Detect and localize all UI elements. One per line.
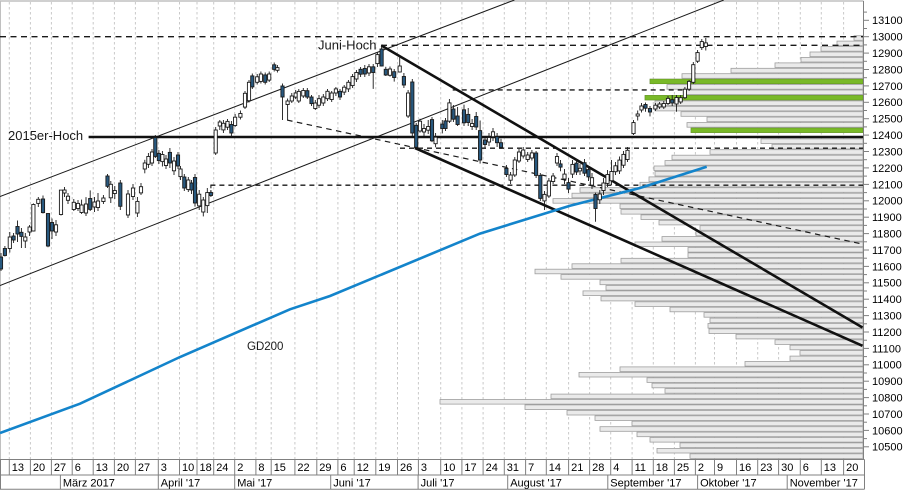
svg-text:11100: 11100 [872, 343, 901, 355]
svg-text:11600: 11600 [872, 261, 902, 273]
svg-text:September '17: September '17 [610, 477, 681, 489]
svg-text:17: 17 [464, 462, 476, 474]
svg-text:März 2017: März 2017 [63, 477, 115, 489]
svg-text:7: 7 [528, 462, 534, 474]
svg-text:27: 27 [138, 462, 150, 474]
svg-text:6: 6 [340, 462, 346, 474]
svg-text:25: 25 [677, 462, 689, 474]
svg-text:4: 4 [613, 462, 619, 474]
svg-text:3: 3 [421, 462, 427, 474]
svg-text:23: 23 [760, 462, 772, 474]
svg-text:10700: 10700 [872, 409, 903, 421]
svg-text:2015er-Hoch: 2015er-Hoch [8, 128, 83, 143]
svg-text:10: 10 [182, 462, 194, 474]
svg-text:12300: 12300 [872, 146, 903, 158]
svg-text:13100: 13100 [872, 15, 903, 27]
svg-text:21: 21 [571, 462, 583, 474]
svg-text:18: 18 [656, 462, 668, 474]
svg-text:11500: 11500 [872, 278, 902, 290]
svg-text:20: 20 [846, 462, 858, 474]
svg-text:13000: 13000 [872, 32, 903, 44]
svg-text:April '17: April '17 [161, 477, 200, 489]
svg-text:31: 31 [507, 462, 519, 474]
svg-text:GD200: GD200 [247, 341, 283, 353]
svg-text:20: 20 [117, 462, 129, 474]
svg-text:12700: 12700 [872, 81, 903, 93]
svg-text:27: 27 [54, 462, 66, 474]
svg-text:November '17: November '17 [790, 477, 858, 489]
svg-text:11300: 11300 [872, 311, 902, 323]
svg-text:14: 14 [549, 462, 561, 474]
svg-text:10: 10 [443, 462, 455, 474]
svg-text:8: 8 [258, 462, 264, 474]
svg-text:3: 3 [161, 462, 167, 474]
svg-text:11000: 11000 [872, 360, 902, 372]
svg-text:2: 2 [698, 462, 704, 474]
svg-text:19: 19 [378, 462, 390, 474]
svg-text:20: 20 [33, 462, 45, 474]
svg-text:12400: 12400 [872, 130, 903, 142]
svg-text:12800: 12800 [872, 64, 903, 76]
svg-text:Juni '17: Juni '17 [333, 477, 371, 489]
svg-text:Oktober '17: Oktober '17 [700, 477, 757, 489]
svg-text:11800: 11800 [872, 229, 902, 241]
svg-text:12: 12 [357, 462, 369, 474]
svg-text:10900: 10900 [872, 376, 903, 388]
svg-text:13: 13 [12, 462, 24, 474]
svg-text:13: 13 [96, 462, 108, 474]
svg-text:16: 16 [739, 462, 751, 474]
svg-text:12500: 12500 [872, 114, 903, 126]
svg-text:9: 9 [717, 462, 723, 474]
svg-text:11900: 11900 [872, 212, 902, 224]
svg-text:11: 11 [635, 462, 646, 474]
svg-text:11700: 11700 [872, 245, 902, 257]
svg-text:12600: 12600 [872, 97, 903, 109]
svg-text:2: 2 [237, 462, 243, 474]
svg-text:12200: 12200 [872, 163, 903, 175]
svg-text:Mai '17: Mai '17 [237, 477, 272, 489]
svg-text:30: 30 [781, 462, 793, 474]
svg-text:15: 15 [274, 462, 286, 474]
svg-text:11400: 11400 [872, 294, 902, 306]
svg-text:12100: 12100 [872, 179, 903, 191]
svg-text:Juni-Hoch: Juni-Hoch [318, 38, 377, 53]
svg-text:12000: 12000 [872, 196, 903, 208]
svg-text:August '17: August '17 [510, 477, 562, 489]
svg-text:11200: 11200 [872, 327, 902, 339]
svg-text:12900: 12900 [872, 48, 903, 60]
svg-text:10800: 10800 [872, 393, 903, 405]
svg-text:24: 24 [486, 462, 498, 474]
svg-text:18: 18 [200, 462, 212, 474]
svg-text:13: 13 [824, 462, 836, 474]
svg-text:10600: 10600 [872, 425, 903, 437]
svg-text:6: 6 [803, 462, 809, 474]
svg-text:24: 24 [216, 462, 228, 474]
svg-text:6: 6 [75, 462, 81, 474]
svg-text:Juli '17: Juli '17 [421, 477, 455, 489]
svg-text:22: 22 [297, 462, 309, 474]
svg-text:28: 28 [592, 462, 604, 474]
svg-text:29: 29 [319, 462, 331, 474]
svg-text:10500: 10500 [872, 442, 903, 454]
svg-text:26: 26 [400, 462, 412, 474]
